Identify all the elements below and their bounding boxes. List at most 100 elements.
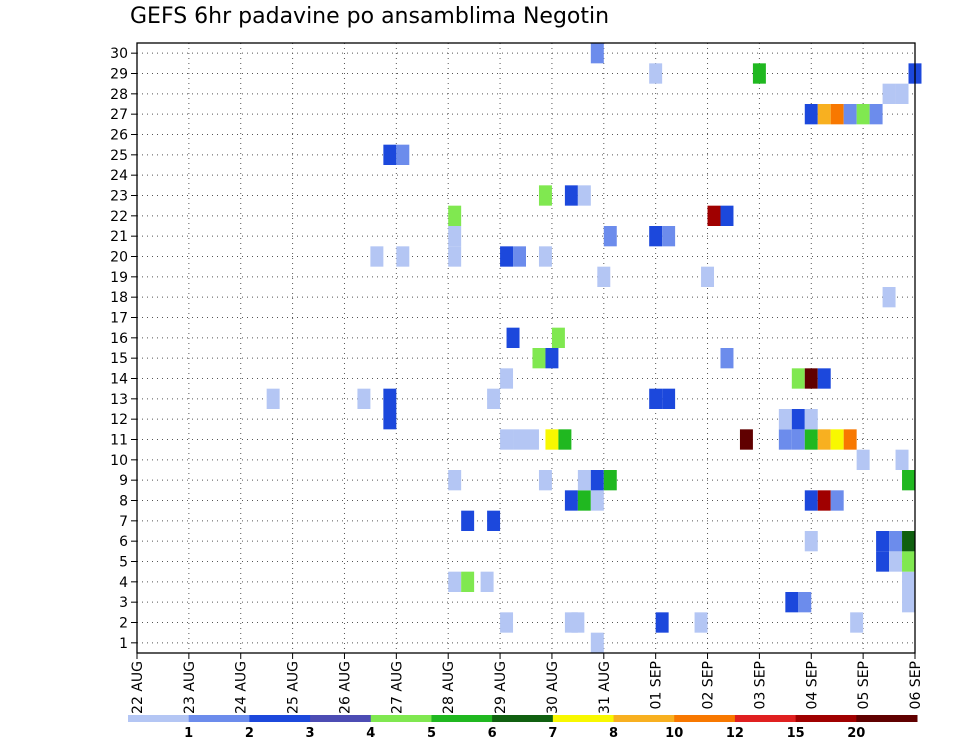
data-cell: [778, 429, 792, 450]
data-cell: [804, 429, 818, 450]
y-tick-label: 5: [119, 555, 128, 571]
data-cell: [804, 104, 818, 125]
data-cell: [564, 490, 578, 511]
y-tick-label: 16: [110, 331, 128, 347]
data-cell: [739, 429, 753, 450]
legend-label: 10: [665, 726, 683, 741]
data-cell: [500, 368, 514, 389]
data-cell: [590, 632, 604, 653]
x-tick-label: 24 AUG: [234, 661, 250, 714]
data-cell: [590, 43, 604, 64]
data-cell: [590, 490, 604, 511]
legend-label: 7: [548, 726, 557, 741]
data-cell: [597, 266, 611, 287]
data-cell: [538, 185, 552, 206]
y-tick-label: 3: [119, 595, 128, 611]
data-cell: [856, 104, 870, 125]
legend-swatch: [856, 715, 918, 722]
data-cell: [266, 388, 280, 409]
y-tick-label: 27: [110, 107, 128, 123]
x-tick-label: 27 AUG: [389, 661, 405, 714]
legend-label: 6: [488, 726, 497, 741]
data-cell: [830, 104, 844, 125]
x-tick-label: 03 SEP: [752, 661, 768, 709]
legend-swatch: [795, 715, 857, 722]
data-cell: [895, 83, 909, 104]
data-cell: [694, 612, 708, 633]
y-tick-label: 22: [110, 209, 128, 225]
data-cell: [461, 571, 475, 592]
y-tick-label: 13: [110, 392, 128, 408]
data-cell: [603, 226, 617, 247]
data-cell: [526, 429, 539, 450]
data-cell: [448, 226, 462, 247]
legend-swatch: [552, 715, 615, 722]
legend-swatch: [734, 715, 797, 722]
data-cell: [876, 531, 890, 552]
data-cell: [545, 429, 559, 450]
data-cell: [577, 490, 591, 511]
x-tick-label: 22 AUG: [130, 661, 146, 714]
data-cell: [889, 551, 903, 572]
data-cell: [662, 388, 676, 409]
data-cell: [720, 348, 734, 369]
data-cell: [538, 246, 552, 267]
data-cell: [357, 388, 371, 409]
y-tick-label: 30: [110, 46, 128, 62]
data-cell: [798, 592, 812, 613]
data-cell: [649, 226, 663, 247]
data-cell: [500, 429, 514, 450]
y-tick-label: 8: [119, 494, 128, 510]
y-tick-label: 15: [110, 351, 128, 367]
data-cell: [804, 409, 818, 430]
y-tick-label: 7: [119, 514, 128, 530]
data-cell: [817, 104, 831, 125]
y-tick-label: 1: [119, 636, 128, 652]
data-cell: [902, 551, 915, 572]
data-cell: [778, 409, 792, 430]
y-tick-label: 28: [110, 87, 128, 103]
data-cell: [500, 246, 514, 267]
data-cell: [843, 429, 857, 450]
data-cell: [383, 388, 397, 409]
y-tick-label: 14: [110, 372, 128, 388]
y-tick-label: 4: [119, 575, 128, 591]
data-cell: [538, 470, 552, 491]
data-cell: [590, 470, 604, 491]
data-cell: [876, 551, 890, 572]
data-cell: [804, 531, 818, 552]
y-tick-label: 24: [110, 168, 128, 184]
x-tick-label: 28 AUG: [441, 661, 457, 714]
data-cell: [804, 368, 818, 389]
data-cell: [707, 205, 721, 226]
data-cell: [850, 612, 864, 633]
data-cell: [785, 592, 799, 613]
data-cell: [902, 470, 915, 491]
data-cell: [448, 205, 462, 226]
data-cell: [577, 470, 591, 491]
y-tick-label: 10: [110, 453, 128, 469]
y-tick-label: 17: [110, 311, 128, 327]
data-cell: [500, 612, 514, 633]
y-tick-label: 19: [110, 270, 128, 286]
legend-label: 8: [609, 726, 618, 741]
data-cell: [545, 348, 559, 369]
data-cell: [856, 449, 870, 470]
legend-swatch: [674, 715, 736, 722]
data-cell: [448, 470, 462, 491]
legend-swatch: [613, 715, 675, 722]
data-cell: [882, 83, 896, 104]
data-cell: [902, 531, 915, 552]
data-cell: [882, 287, 896, 308]
x-tick-label: 30 AUG: [545, 661, 561, 714]
data-cell: [752, 63, 766, 84]
legend-swatch: [188, 715, 250, 722]
y-tick-label: 21: [110, 229, 128, 245]
data-cell: [791, 429, 805, 450]
x-tick-label: 04 SEP: [804, 661, 820, 709]
data-cell: [603, 470, 617, 491]
legend-swatch: [249, 715, 311, 722]
data-cell: [655, 612, 669, 633]
data-cell: [817, 490, 831, 511]
y-tick-label: 25: [110, 148, 128, 164]
